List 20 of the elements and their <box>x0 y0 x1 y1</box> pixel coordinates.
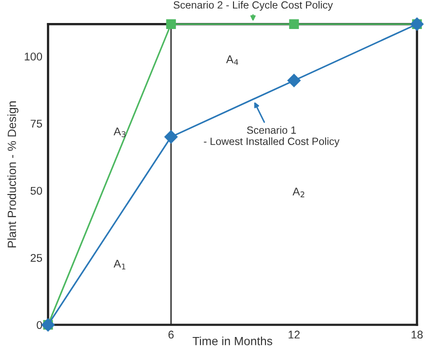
x-axis-title: Time in Months <box>192 336 272 346</box>
y-tick-label: 50 <box>30 186 42 195</box>
point <box>289 19 299 29</box>
x-tick-label: 6 <box>168 330 174 339</box>
x-tick-label: 18 <box>412 330 423 339</box>
y-tick-label: 100 <box>24 52 42 60</box>
point <box>164 130 178 144</box>
point <box>166 19 176 29</box>
annotation: A$_{2}$ <box>292 188 304 198</box>
annotation: A$_{3}$ <box>114 128 126 138</box>
legend-label: Scenario 1 - Lowest Installed Cost Policy <box>204 126 340 148</box>
annotation: A$_{1}$ <box>114 260 126 270</box>
y-tick-label: 25 <box>30 254 42 262</box>
y-tick-label: 0 <box>36 321 42 329</box>
y-tick-label: 75 <box>30 120 42 128</box>
y-axis-title: Plant Production - % Design <box>7 101 18 248</box>
annotation: A$_{4}$ <box>226 55 238 65</box>
x-tick-label: 12 <box>288 330 300 338</box>
series-label: Scenario 2 - Life Cycle Cost Policy <box>174 1 333 11</box>
point <box>287 74 301 88</box>
